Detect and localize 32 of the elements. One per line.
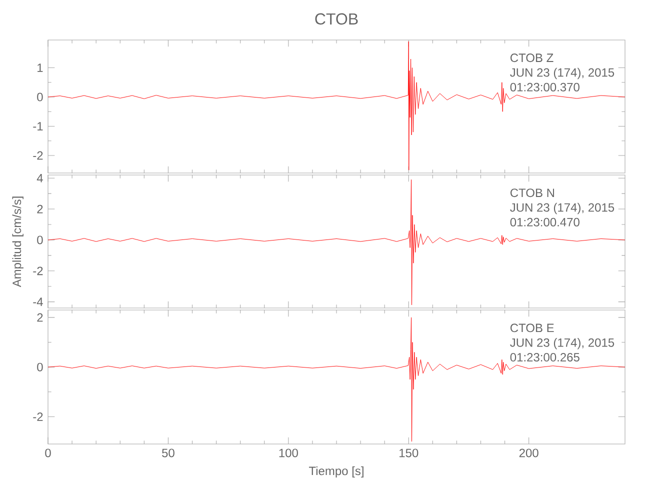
y-tick-label: 0: [37, 236, 43, 244]
annotation: 01:23:00.470: [510, 218, 580, 226]
y-tick-label: 0: [37, 92, 43, 102]
y-tick-label: -1: [33, 122, 43, 130]
x-tick-label: 100: [279, 448, 298, 458]
annotation: CTOB E: [510, 324, 554, 332]
x-axis-title: Tiempo [s]: [308, 466, 364, 478]
y-tick-label: 1: [38, 64, 43, 72]
line-series: [48, 41, 626, 170]
x-tick-label: 200: [519, 448, 538, 458]
y-tick-label: 2: [37, 313, 43, 322]
y-axis-title: Amplitud [cm/s/s]: [12, 196, 24, 288]
annotation: CTOB N: [510, 188, 554, 198]
y-tick-label: -2: [33, 266, 43, 276]
x-tick-label: 150: [400, 448, 418, 458]
annotation: 01:23:00.265: [510, 353, 580, 362]
annotation: CTOB Z: [510, 54, 554, 62]
y-tick-label: -2: [33, 412, 43, 421]
y-tick-label: 4: [36, 174, 43, 182]
x-tick-label: 50: [162, 448, 174, 458]
y-tick-label: -4: [33, 298, 43, 306]
annotation: JUN 23 (174), 2015: [510, 202, 614, 214]
chart-title: CTOB: [315, 13, 358, 25]
x-tick-label: 0: [45, 448, 51, 458]
line-series: [48, 317, 626, 442]
y-tick-label: 2: [37, 204, 43, 214]
annotation: JUN 23 (174), 2015: [510, 68, 614, 80]
y-tick-label: -2: [33, 151, 43, 160]
line-series: [48, 179, 626, 306]
y-tick-label: 0: [37, 362, 43, 372]
annotation: JUN 23 (174), 2015: [510, 338, 614, 350]
annotation: 01:23:00.370: [510, 82, 580, 92]
